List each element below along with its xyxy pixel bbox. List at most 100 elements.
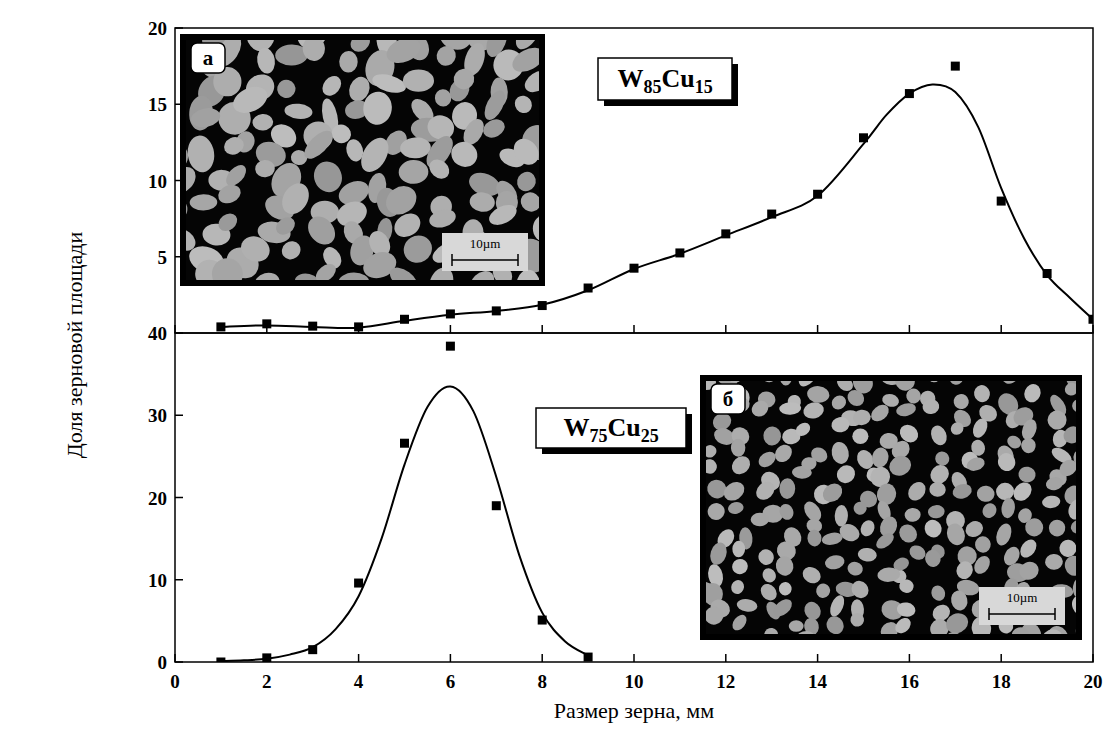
grain — [222, 161, 249, 189]
panel-letter-box — [711, 384, 745, 414]
grain — [877, 567, 901, 583]
grain — [875, 481, 899, 507]
grain — [731, 439, 746, 457]
x-tick — [450, 325, 452, 333]
grain — [801, 456, 818, 470]
grain — [190, 194, 218, 211]
grain — [1023, 516, 1046, 539]
data-point — [400, 315, 409, 324]
x-tick — [1092, 325, 1094, 333]
scale-bar-end — [451, 254, 453, 266]
grain — [807, 529, 822, 547]
title-part: 25 — [641, 426, 659, 446]
micrograph: а10µm — [151, 12, 558, 303]
grain — [921, 517, 944, 541]
grain — [844, 387, 867, 410]
grain — [954, 559, 975, 582]
grain — [771, 441, 795, 465]
scale-bar-label: 10µm — [470, 236, 501, 251]
grain — [907, 543, 928, 563]
grain — [800, 564, 824, 587]
grain — [1045, 476, 1065, 492]
y-tick — [175, 180, 183, 182]
grain — [1017, 559, 1042, 583]
grain — [779, 478, 796, 499]
x-tick-label: 6 — [446, 671, 456, 692]
grain — [824, 553, 846, 571]
y-tick-label: 10 — [148, 570, 167, 591]
x-tick-label: 20 — [1084, 671, 1103, 692]
x-tick-label: 16 — [900, 671, 919, 692]
y-tick — [175, 415, 183, 417]
scale-bar-ground — [442, 233, 528, 271]
chart: а10µmW85Cu155101520Доля зерновой площади… — [0, 0, 1120, 738]
grain — [433, 43, 459, 70]
grain — [973, 384, 992, 404]
grain — [921, 398, 941, 416]
grain — [852, 409, 872, 426]
panel-letter: б — [723, 387, 734, 411]
title-part: W — [563, 413, 589, 442]
grain — [1010, 479, 1035, 505]
grain — [1059, 539, 1078, 558]
y-tick-label: 20 — [148, 18, 167, 39]
grain — [980, 501, 999, 521]
scale-bar-end — [988, 608, 990, 620]
grain — [756, 546, 777, 567]
x-tick — [541, 325, 543, 333]
grain — [300, 126, 337, 163]
panel-letter-box — [191, 43, 225, 73]
plot-frame — [175, 28, 1093, 333]
y-tick-label: 10 — [148, 171, 167, 192]
grain — [1047, 517, 1068, 538]
fit-curve — [221, 386, 588, 661]
grain — [949, 589, 969, 612]
title-part: W — [617, 64, 643, 93]
grain — [720, 478, 748, 504]
grain — [215, 182, 243, 207]
y-tick — [175, 104, 183, 106]
grain — [753, 478, 779, 503]
y-tick-label: 0 — [158, 652, 168, 673]
x-tick — [358, 654, 360, 662]
grain — [763, 426, 782, 446]
grain — [770, 596, 795, 620]
grain — [827, 593, 847, 618]
panel-title: W75Cu25 — [563, 413, 658, 446]
grain — [970, 416, 990, 440]
grain — [513, 168, 539, 194]
grain — [511, 92, 535, 116]
grain — [905, 387, 923, 405]
grain — [852, 500, 868, 516]
grain — [868, 401, 892, 424]
grain — [969, 438, 986, 457]
x-tick — [633, 325, 635, 333]
grain — [857, 547, 877, 562]
x-tick-label: 18 — [992, 671, 1011, 692]
y-tick — [175, 332, 183, 334]
panel-title: W85Cu15 — [617, 64, 712, 97]
grain — [896, 521, 921, 546]
grain — [386, 263, 422, 283]
grain — [399, 136, 431, 159]
scale-bar-end — [1054, 608, 1056, 620]
y-tick — [175, 497, 183, 499]
x-tick-label: 8 — [537, 671, 547, 692]
grain — [312, 260, 339, 283]
grain — [830, 416, 850, 434]
grain — [278, 238, 304, 264]
grain — [469, 191, 496, 213]
x-tick — [817, 325, 819, 333]
x-tick — [1000, 654, 1002, 662]
x-tick-label: 0 — [170, 671, 180, 692]
grain — [976, 485, 996, 503]
x-tick — [725, 325, 727, 333]
grain — [929, 482, 946, 498]
grain — [815, 582, 832, 599]
grain — [886, 452, 914, 479]
grain — [756, 448, 779, 470]
grain — [189, 106, 222, 130]
grain — [708, 541, 730, 567]
micrograph: б10µm — [673, 359, 1096, 667]
grain — [427, 207, 458, 231]
